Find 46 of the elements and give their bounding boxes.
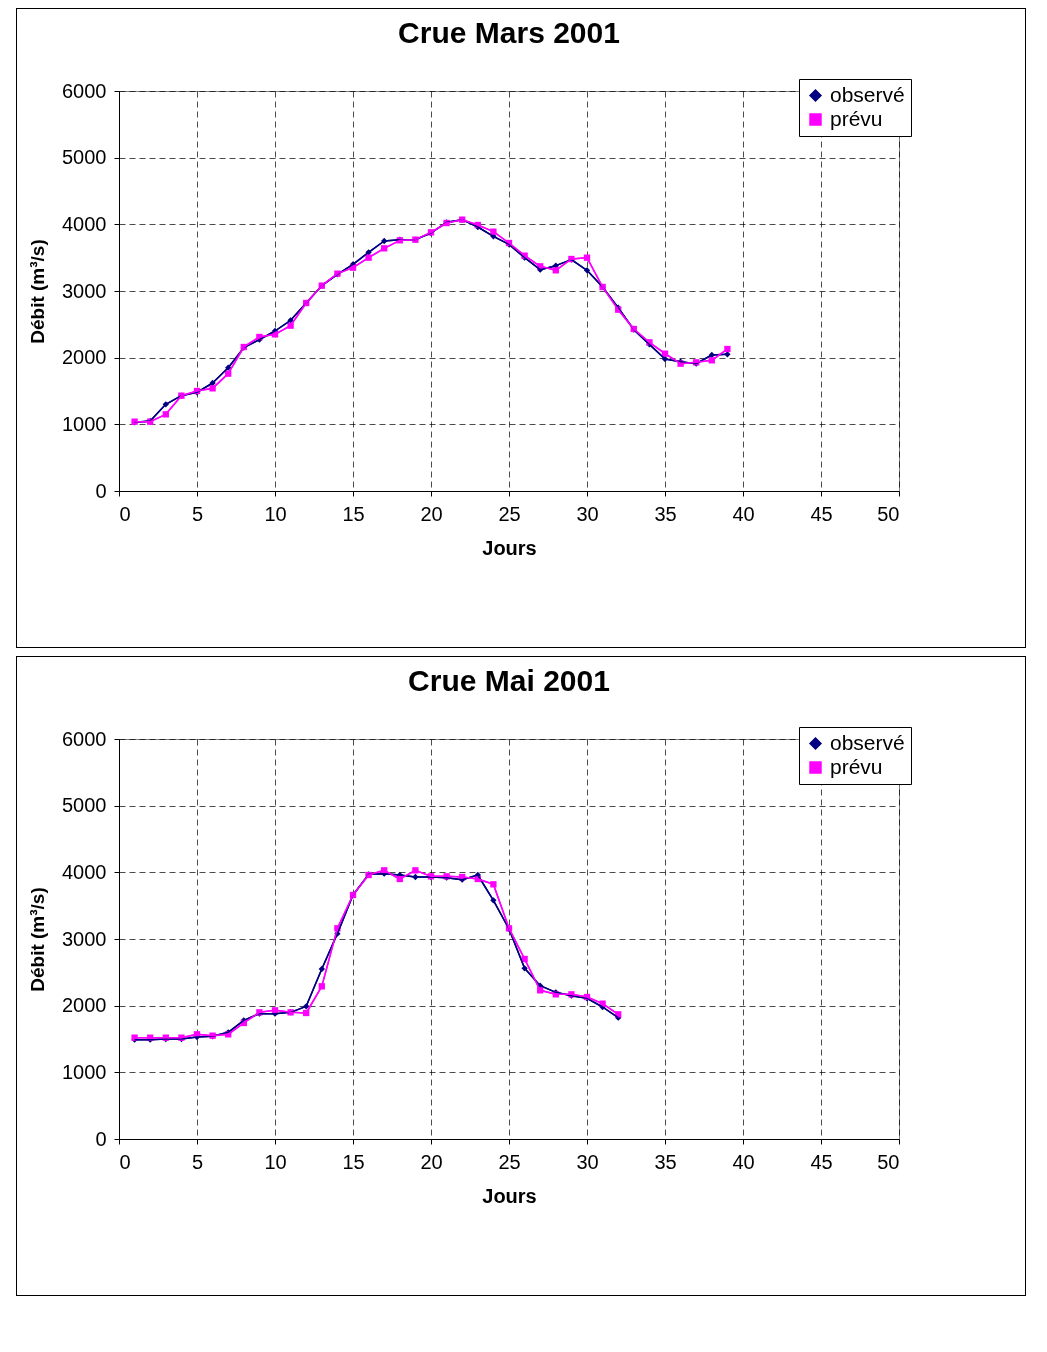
y-axis-title: Débit (m³/s) <box>27 239 49 344</box>
x-tick-label: 45 <box>810 502 833 525</box>
legend-label: observé <box>830 82 905 106</box>
y-tick-label: 3000 <box>62 279 107 302</box>
y-tick-label: 0 <box>95 479 107 502</box>
x-tick-label: 40 <box>732 1150 755 1173</box>
x-tick-label: 20 <box>420 502 443 525</box>
x-tick-label: 5 <box>191 502 204 525</box>
legend-label: observé <box>830 730 905 754</box>
x-tick-label: 10 <box>264 502 287 525</box>
x-tick-label: 30 <box>576 502 599 525</box>
x-axis-title: Jours <box>482 536 537 559</box>
x-tick-label: 15 <box>342 1150 365 1173</box>
y-axis-title: Débit (m³/s) <box>27 887 49 992</box>
x-tick-label: 0 <box>119 502 131 525</box>
x-axis-title: Jours <box>482 1184 537 1207</box>
legend-label: prévu <box>830 754 883 778</box>
y-tick-label: 0 <box>95 1127 107 1150</box>
x-tick-label: 35 <box>654 1150 677 1173</box>
x-tick-label: 35 <box>654 502 677 525</box>
y-tick-label: 6000 <box>62 79 107 102</box>
y-tick-label: 5000 <box>62 794 107 817</box>
y-tick-label: 1000 <box>62 1060 107 1083</box>
y-tick-label: 3000 <box>62 927 107 950</box>
y-tick-label: 5000 <box>62 146 107 169</box>
y-tick-label: 4000 <box>62 860 107 883</box>
y-tick-label: 2000 <box>62 994 107 1017</box>
y-tick-label: 6000 <box>62 727 107 750</box>
legend-label: prévu <box>830 106 883 130</box>
x-tick-label: 25 <box>498 1150 521 1173</box>
x-tick-label: 10 <box>264 1150 287 1173</box>
x-tick-label: 50 <box>877 1150 900 1173</box>
x-tick-label: 25 <box>498 502 521 525</box>
x-tick-label: 15 <box>342 502 365 525</box>
x-tick-label: 5 <box>191 1150 204 1173</box>
x-tick-label: 20 <box>420 1150 443 1173</box>
x-tick-label: 45 <box>810 1150 833 1173</box>
chart-title: Crue Mars 2001 <box>398 15 620 49</box>
x-tick-label: 30 <box>576 1150 599 1173</box>
x-tick-label: 0 <box>119 1150 131 1173</box>
x-tick-label: 40 <box>732 502 755 525</box>
y-tick-label: 4000 <box>62 212 107 235</box>
y-tick-label: 2000 <box>62 346 107 369</box>
chart-title: Crue Mai 2001 <box>408 663 610 697</box>
y-tick-label: 1000 <box>62 412 107 435</box>
x-tick-label: 50 <box>877 502 900 525</box>
